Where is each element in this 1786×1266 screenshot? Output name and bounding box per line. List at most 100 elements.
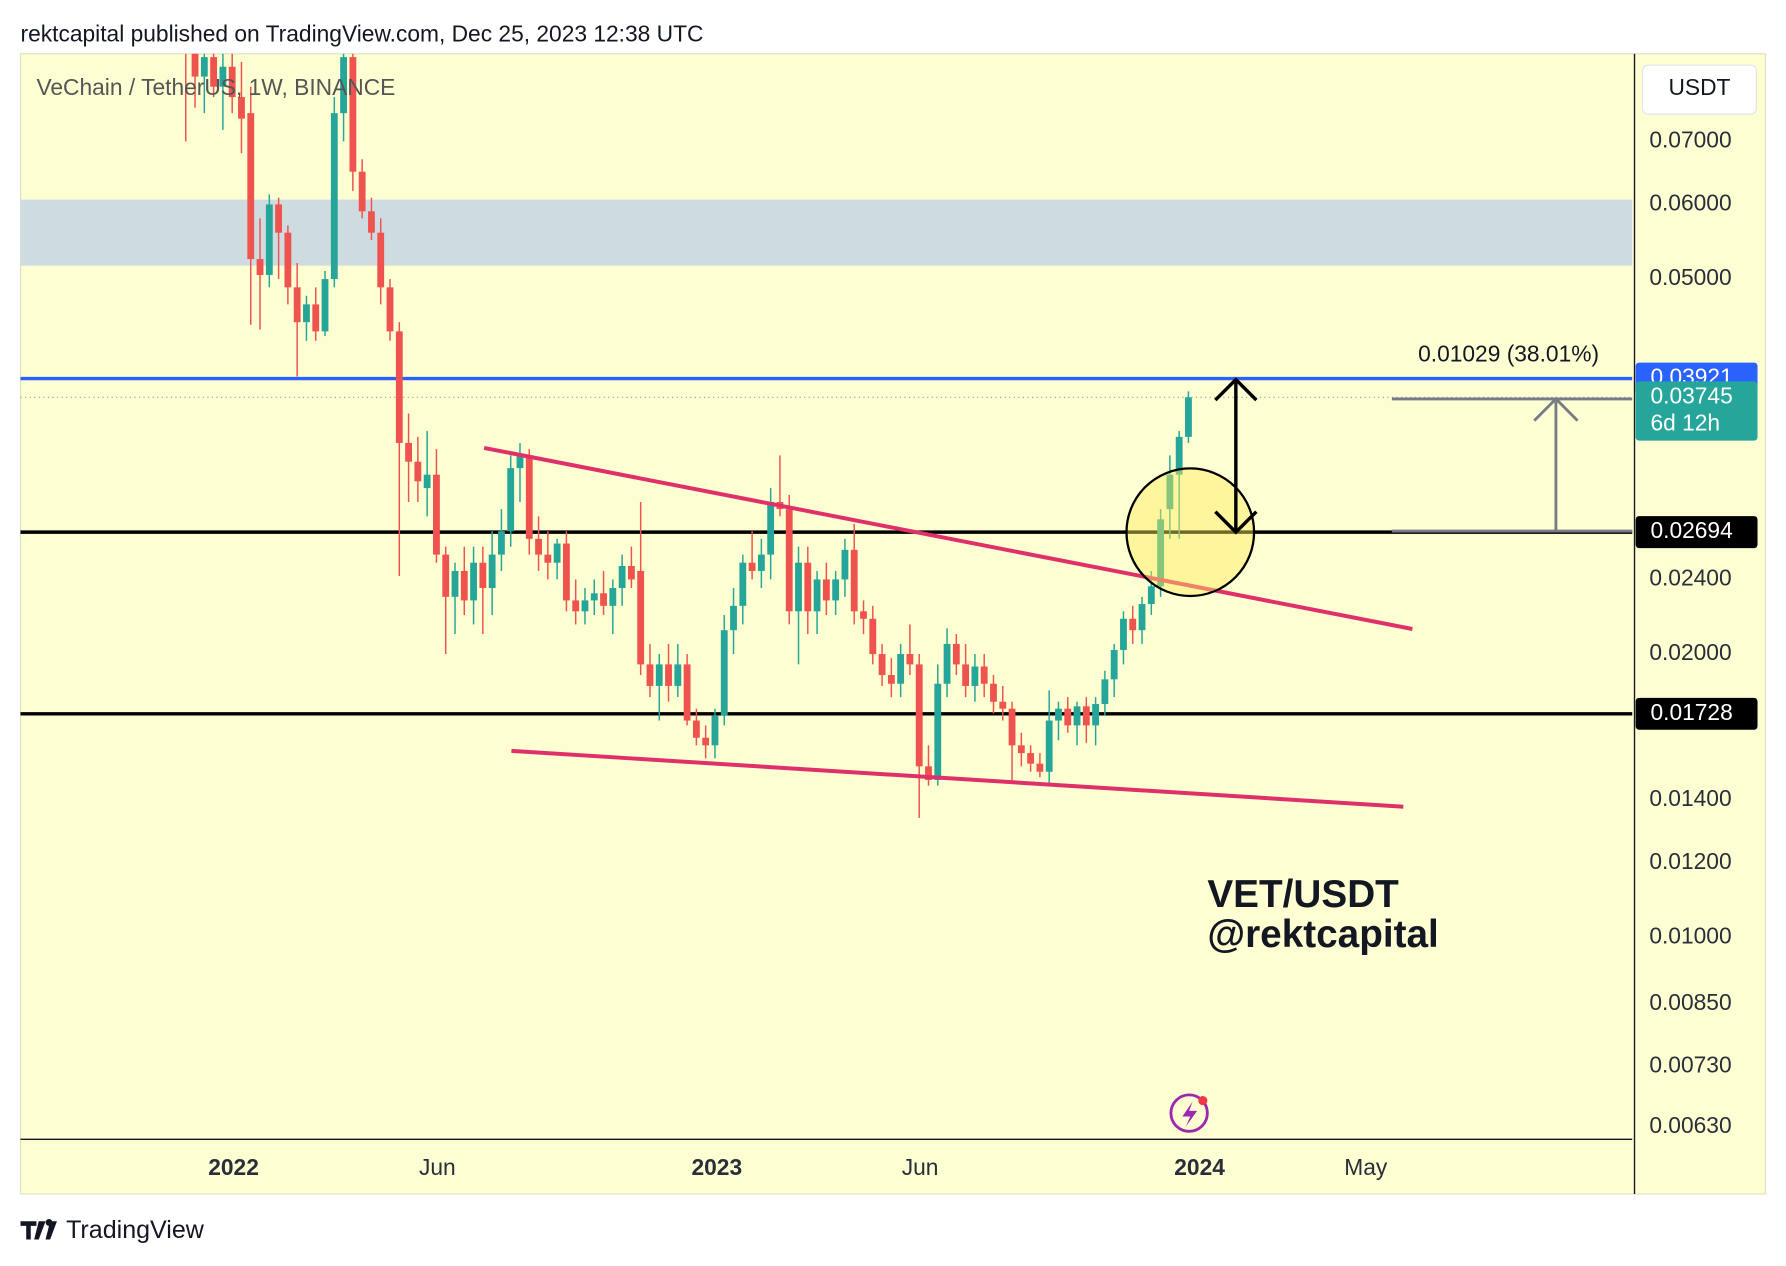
measure-arrow-head	[1533, 396, 1579, 422]
resistance-zone	[20, 199, 1633, 266]
candle-body	[720, 630, 728, 716]
candle-body	[525, 455, 533, 539]
candle-body	[562, 543, 570, 601]
candle-body	[748, 562, 756, 571]
price-tag-label: 0.01728	[1650, 699, 1732, 725]
candle-body	[358, 171, 366, 212]
candle-body	[1166, 474, 1174, 510]
candle-body	[498, 531, 505, 555]
y-tick-label: 0.05000	[1649, 264, 1731, 290]
candle-body	[1175, 436, 1183, 475]
candle-body	[739, 562, 747, 606]
y-tick-label: 0.00730	[1649, 1051, 1731, 1077]
candle-body	[906, 654, 914, 665]
candle-body	[377, 232, 385, 288]
candle-body	[479, 562, 487, 589]
candle-body	[284, 232, 292, 288]
candle-body	[1055, 708, 1062, 721]
brand-logo	[20, 1219, 57, 1240]
candle-body	[1147, 586, 1155, 605]
candle-body	[1129, 618, 1137, 631]
candle-body	[572, 600, 580, 612]
candle-body	[1027, 753, 1035, 764]
candle-body	[1045, 720, 1053, 772]
candle-body	[191, 53, 199, 77]
y-tick-label: 0.01000	[1649, 923, 1731, 949]
candle-body	[943, 643, 951, 684]
measure-label: 0.01029 (38.01%)	[1418, 341, 1599, 367]
candle-body	[813, 579, 821, 612]
candle-body	[785, 509, 793, 612]
candle-body	[228, 66, 236, 98]
candle-body	[934, 683, 942, 781]
candle-body	[1185, 397, 1192, 437]
candle-body	[590, 593, 598, 601]
candle-body	[869, 618, 877, 655]
x-tick-label: May	[1344, 1154, 1388, 1180]
candle-body	[1082, 706, 1090, 726]
candle-body	[433, 474, 440, 555]
candle-body	[200, 57, 208, 77]
candle-body	[470, 562, 477, 601]
candle-body	[804, 562, 812, 612]
candle-body	[1008, 708, 1016, 746]
y-tick-label: 0.06000	[1649, 189, 1731, 215]
arrow-head	[1214, 377, 1258, 402]
candle-body	[395, 331, 403, 443]
trendline-lower	[511, 748, 1404, 809]
candle-body	[1157, 519, 1165, 587]
x-tick-label: 2024	[1174, 1154, 1225, 1180]
candle-body	[219, 66, 227, 87]
price-tag	[1635, 381, 1758, 441]
candle-body	[293, 287, 301, 323]
candle-body	[627, 566, 635, 580]
currency-label[interactable]: USDT	[1668, 74, 1730, 100]
candle-body	[952, 643, 960, 665]
candle-body	[860, 611, 867, 619]
currency-button[interactable]	[1641, 64, 1757, 115]
candle-body	[247, 113, 255, 260]
candle-body	[692, 720, 700, 738]
candle-body	[386, 287, 394, 332]
candle-body	[878, 654, 886, 676]
candle-body	[303, 304, 310, 323]
candle-body	[349, 57, 357, 172]
x-tick-label: Jun	[419, 1154, 456, 1180]
candle-body	[488, 554, 496, 589]
arrow-head	[1214, 510, 1258, 535]
candle-body	[1120, 618, 1127, 650]
brand-name: TradingView	[66, 1216, 205, 1244]
candle-body	[1064, 708, 1072, 726]
candle-body	[423, 474, 431, 489]
annotation: VET/USDT	[1207, 873, 1399, 916]
candle-body	[841, 549, 849, 580]
candle-body	[1101, 679, 1109, 705]
candle-body	[832, 579, 840, 601]
publisher-header: rektcapital published on TradingView.com…	[21, 21, 704, 47]
candle-body	[1110, 649, 1118, 680]
candle-body	[210, 57, 218, 87]
candle-body	[265, 204, 273, 275]
candle-body	[609, 588, 617, 606]
candle-body	[330, 113, 338, 280]
highlight-circle	[1125, 467, 1256, 598]
candle-body	[451, 570, 459, 597]
candle-body	[1073, 706, 1081, 726]
candle-body	[999, 701, 1007, 709]
candle-body	[553, 543, 561, 563]
y-tick-label: 0.07000	[1649, 126, 1731, 152]
candle-body	[897, 654, 905, 684]
candle-body	[757, 554, 765, 571]
candle-body	[507, 468, 515, 532]
candle-body	[767, 501, 775, 555]
candle-body	[850, 549, 858, 612]
candle-body	[600, 593, 607, 606]
candle-body	[637, 570, 645, 665]
candle-body	[795, 562, 802, 612]
y-tick-label: 0.01200	[1649, 848, 1731, 874]
candle-body	[368, 211, 375, 233]
candle-body	[442, 554, 450, 597]
candle-body	[646, 664, 654, 686]
y-tick-label: 0.00630	[1649, 1112, 1731, 1138]
